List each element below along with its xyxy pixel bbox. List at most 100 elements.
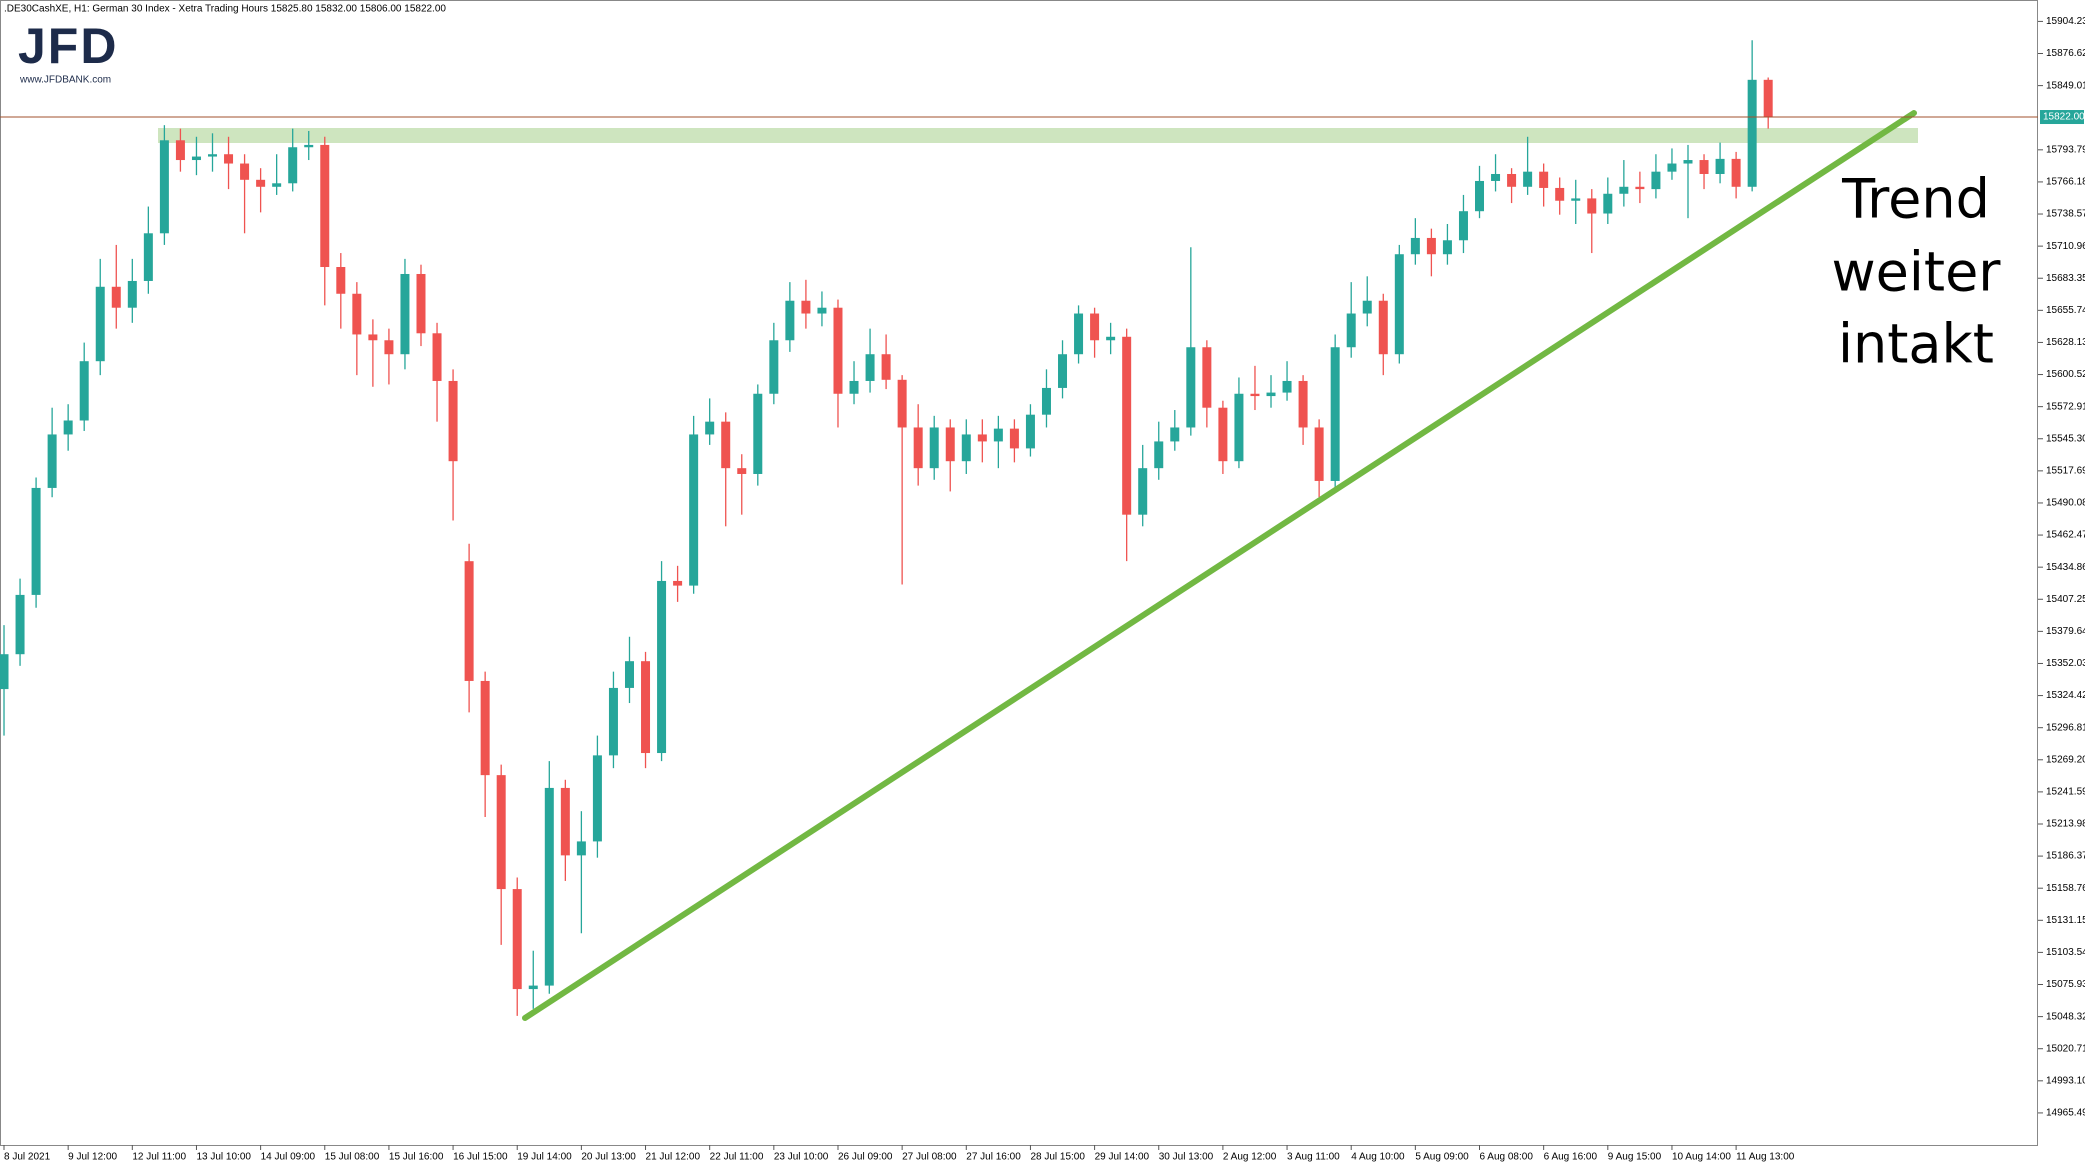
- candle-body: [1298, 380, 1308, 428]
- candle-body: [191, 156, 201, 161]
- candle-body: [352, 293, 362, 335]
- candle-body: [1763, 79, 1773, 118]
- annotations: [158, 128, 1918, 143]
- last-price-box: [2040, 110, 2084, 125]
- candle-body: [111, 286, 121, 308]
- candle-body: [1507, 173, 1517, 187]
- candle-body: [384, 340, 394, 355]
- candle-body: [689, 434, 699, 586]
- candle-body: [512, 889, 522, 990]
- candle-body: [705, 421, 715, 435]
- y-tick-label: 15876.62: [2046, 48, 2085, 59]
- candle-body: [576, 841, 586, 856]
- x-tick-label: 22 Jul 11:00: [710, 1152, 764, 1162]
- candle-body: [1619, 186, 1629, 194]
- candle-body: [1025, 414, 1035, 449]
- x-tick-label: 15 Jul 08:00: [325, 1152, 380, 1162]
- candle-body: [1170, 427, 1180, 442]
- y-tick-label: 15793.79: [2046, 144, 2085, 155]
- candle-body: [833, 307, 843, 394]
- candle-body: [159, 140, 169, 234]
- candle-body: [127, 280, 137, 308]
- x-tick-label: 10 Aug 14:00: [1672, 1152, 1731, 1162]
- candle-body: [1218, 407, 1228, 462]
- candle-body: [1410, 237, 1420, 255]
- candle-body: [1458, 211, 1468, 241]
- x-tick-label: 9 Jul 12:00: [68, 1152, 117, 1162]
- y-tick-label: 15269.20: [2046, 754, 2085, 765]
- x-tick-label: 30 Jul 13:00: [1159, 1152, 1214, 1162]
- y-tick-label: 15103.54: [2046, 947, 2085, 958]
- candle-body: [641, 661, 651, 754]
- y-tick-label: 15158.76: [2046, 883, 2085, 894]
- x-tick-label: 20 Jul 13:00: [581, 1152, 636, 1162]
- candle-body: [1731, 158, 1741, 187]
- x-tick-label: 23 Jul 10:00: [774, 1152, 829, 1162]
- candle-body: [993, 428, 1003, 442]
- y-tick-label: 15048.32: [2046, 1011, 2085, 1022]
- x-tick-label: 27 Jul 16:00: [966, 1152, 1021, 1162]
- candle-body: [400, 273, 410, 355]
- x-tick-label: 26 Jul 09:00: [838, 1152, 893, 1162]
- candle-body: [256, 179, 266, 187]
- candle-body: [175, 140, 185, 161]
- y-tick-label: 15904.23: [2046, 16, 2085, 27]
- candle-body: [1122, 336, 1132, 515]
- candle-body: [368, 334, 378, 341]
- x-tick-label: 8 Jul 2021: [4, 1152, 51, 1162]
- resistance-zone: [158, 128, 1918, 143]
- y-tick-label: 14993.10: [2046, 1075, 2085, 1086]
- y-tick-label: 14965.49: [2046, 1108, 2085, 1119]
- candle-body: [817, 307, 827, 314]
- candle-body: [1394, 254, 1404, 355]
- candle-body: [143, 233, 153, 281]
- candle-body: [1747, 79, 1757, 187]
- candle-body: [1041, 387, 1051, 415]
- x-tick-label: 21 Jul 12:00: [646, 1152, 701, 1162]
- website: www.JFDBANK.com: [19, 75, 111, 86]
- y-tick-label: 15324.42: [2046, 690, 2085, 701]
- candle-body: [1266, 392, 1276, 397]
- x-tick-label: 5 Aug 09:00: [1415, 1152, 1469, 1162]
- candle-body: [208, 154, 218, 157]
- candle-body: [1667, 163, 1677, 172]
- candle-body: [480, 680, 490, 776]
- candle-body: [913, 427, 923, 469]
- y-tick-label: 15683.35: [2046, 273, 2085, 284]
- candle-body: [240, 163, 250, 180]
- candle-body: [544, 787, 554, 986]
- plot-frame: [0, 0, 2038, 1146]
- candle-body: [95, 286, 105, 362]
- x-tick-label: 19 Jul 14:00: [517, 1152, 572, 1162]
- candle-body: [1378, 300, 1388, 355]
- candle-body: [1090, 313, 1100, 341]
- candle-body: [1699, 160, 1709, 174]
- x-tick-label: 13 Jul 10:00: [196, 1152, 251, 1162]
- y-tick-label: 15517.69: [2046, 465, 2085, 476]
- candle-body: [929, 427, 939, 469]
- candle-body: [1282, 380, 1292, 393]
- y-tick-label: 15352.03: [2046, 658, 2085, 669]
- trend-line: [522, 110, 1917, 1021]
- y-tick-label: 15738.57: [2046, 209, 2085, 220]
- candle-body: [785, 300, 795, 341]
- candle-body: [673, 580, 683, 586]
- candle-body: [0, 654, 9, 690]
- y-tick-label: 15379.64: [2046, 626, 2085, 637]
- candle-body: [560, 787, 570, 856]
- x-tick-label: 6 Aug 08:00: [1480, 1152, 1534, 1162]
- logo: JFD: [18, 18, 118, 74]
- candle-body: [1330, 347, 1340, 481]
- candle-body: [224, 154, 234, 164]
- y-tick-label: 15407.25: [2046, 594, 2085, 605]
- candle-body: [608, 687, 618, 756]
- candle-body: [1250, 393, 1260, 397]
- x-tick-label: 29 Jul 14:00: [1095, 1152, 1150, 1162]
- annotation: weiter: [1832, 241, 2002, 304]
- candle-body: [1154, 441, 1164, 469]
- y-tick-label: 15241.59: [2046, 787, 2085, 798]
- x-tick-label: 11 Aug 13:00: [1736, 1152, 1795, 1162]
- candle-body: [1523, 171, 1533, 187]
- candle-body: [849, 380, 859, 394]
- y-tick-label: 15131.15: [2046, 915, 2085, 926]
